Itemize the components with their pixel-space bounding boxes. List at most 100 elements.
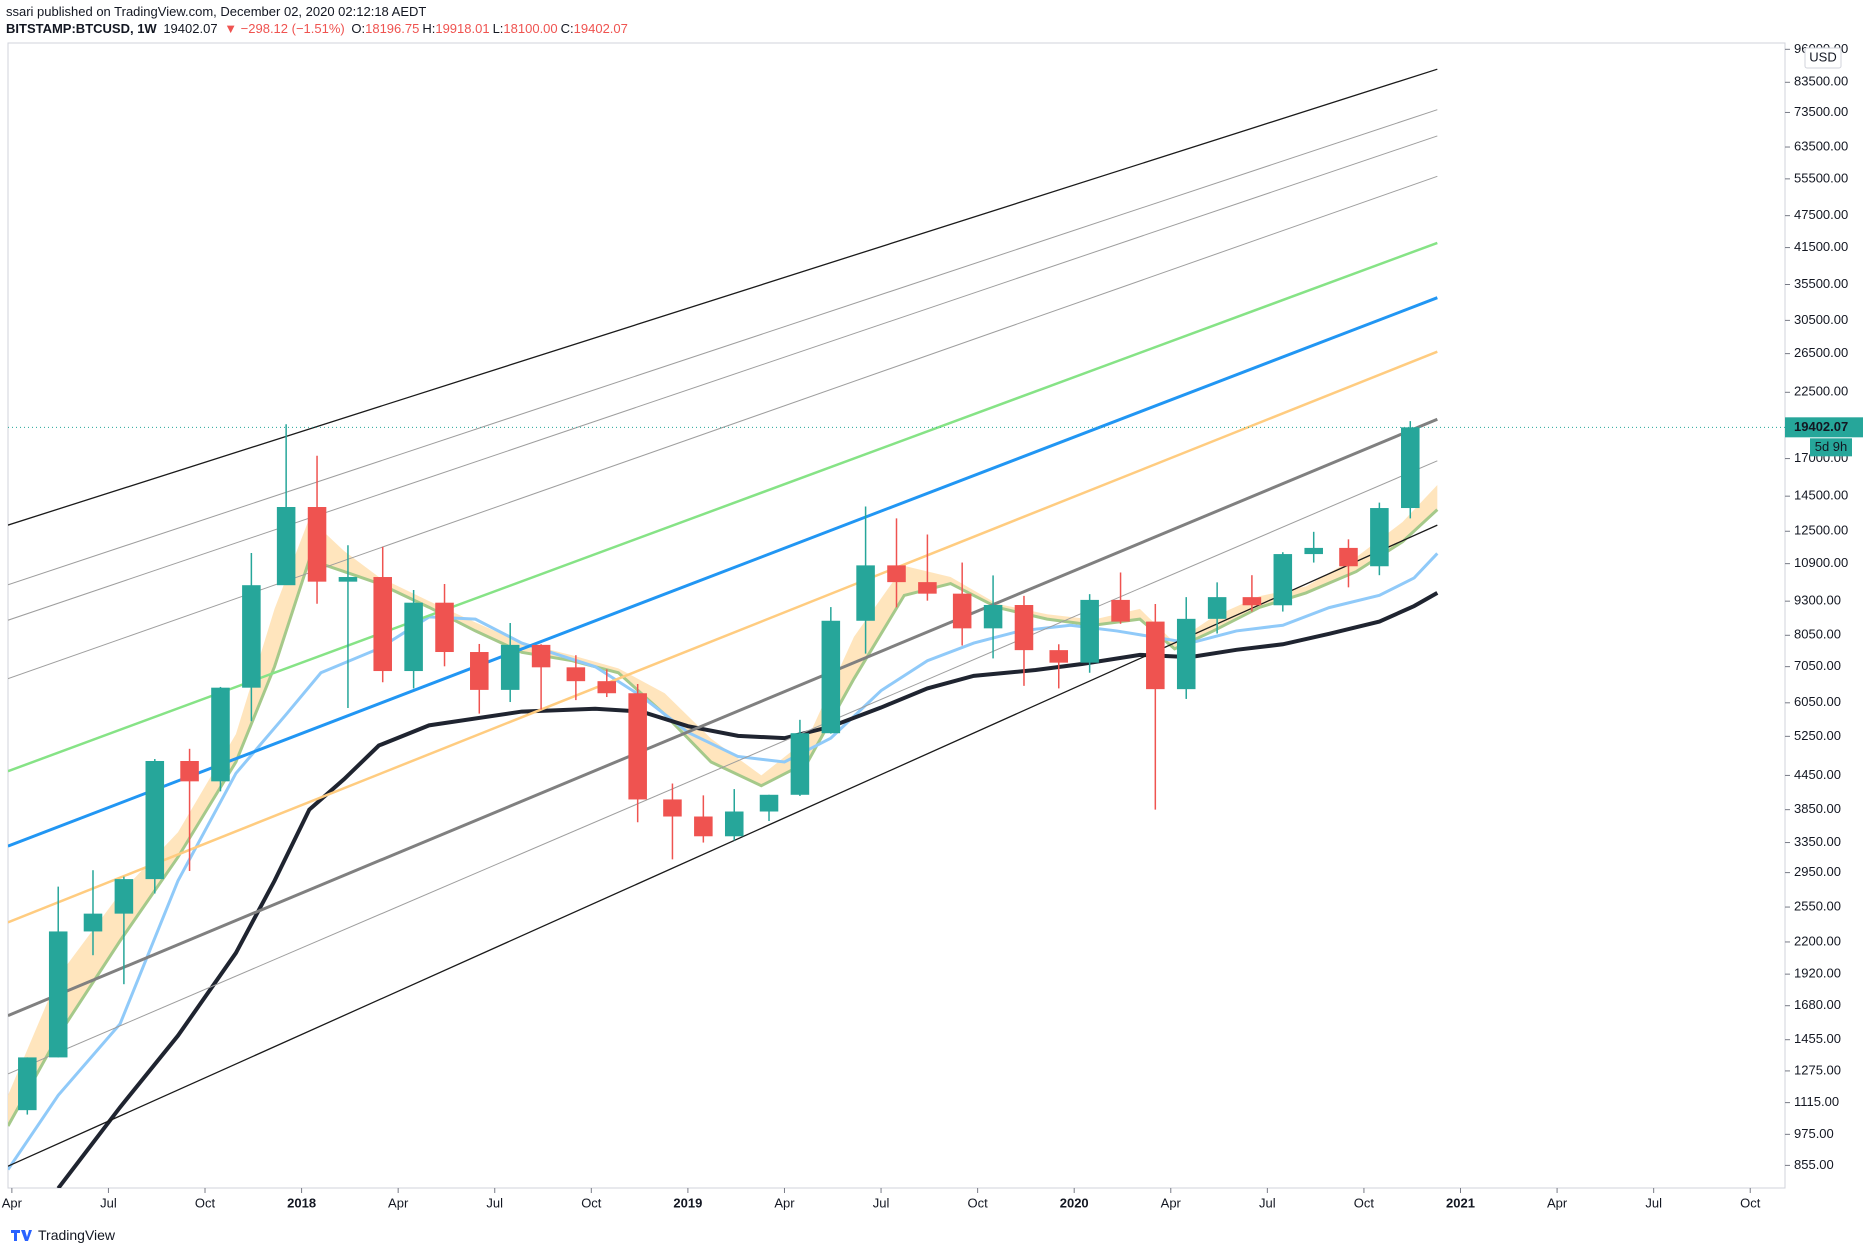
- y-tick-label: 35500.00: [1794, 276, 1848, 291]
- y-tick-label: 8050.00: [1794, 627, 1841, 642]
- candle-body: [1370, 508, 1389, 567]
- candle-body: [307, 507, 327, 582]
- footer: TradingView: [10, 1227, 115, 1243]
- candle-body: [470, 652, 489, 690]
- y-tick-label: 41500.00: [1794, 239, 1848, 254]
- x-tick-label: 2019: [673, 1195, 702, 1210]
- trend-line: [8, 68, 1438, 526]
- candle-body: [18, 1057, 37, 1111]
- candle-body: [663, 799, 682, 817]
- ohlc-label: L:: [492, 21, 504, 36]
- currency-box: [1804, 47, 1842, 69]
- candle-body: [821, 620, 841, 734]
- x-tick-label: Oct: [968, 1195, 989, 1210]
- y-tick-label: 30500.00: [1794, 312, 1848, 327]
- trend-line: [8, 460, 1438, 1075]
- y-tick-label: 2950.00: [1794, 864, 1841, 879]
- y-tick-label: 1115.00: [1794, 1094, 1839, 1109]
- y-tick-label: 1275.00: [1794, 1062, 1841, 1077]
- symbol-info: BITSTAMP:BTCUSD, 1W 19402.07 ▼ −298.12 (…: [6, 21, 634, 36]
- candle-body: [1111, 599, 1130, 622]
- candle-body: [1080, 599, 1099, 663]
- x-tick-label: Oct: [581, 1195, 602, 1210]
- candle-body: [435, 602, 454, 653]
- price-tag: 19402.07: [1794, 419, 1848, 434]
- y-tick-label: 855.00: [1794, 1157, 1834, 1172]
- plot-area: [8, 68, 1785, 1188]
- countdown-bg: [1810, 438, 1852, 457]
- y-tick-label: 14500.00: [1794, 488, 1848, 503]
- y-tick-label: 2550.00: [1794, 898, 1841, 913]
- brand: TradingView: [38, 1227, 116, 1243]
- x-tick-label: Apr: [2, 1195, 23, 1210]
- trend-line: [8, 109, 1438, 586]
- candle-body: [1014, 605, 1034, 651]
- x-tick-label: Jul: [873, 1195, 890, 1210]
- ohlc-label: C:: [560, 21, 574, 36]
- price-tag-bg: [1785, 417, 1863, 438]
- candle-body: [597, 681, 617, 694]
- candle-body: [242, 585, 261, 688]
- x-tick-label: Apr: [774, 1195, 795, 1210]
- candle-body: [790, 733, 810, 795]
- candle-body: [48, 931, 68, 1058]
- x-tick-label: Apr: [388, 1195, 409, 1210]
- candle-body: [724, 811, 744, 837]
- moving-average: [8, 552, 1439, 1171]
- x-tick-label: Oct: [195, 1195, 216, 1210]
- ohlc: O:18196.75 H:19918.01 L:18100.00 C:19402.07: [351, 21, 631, 36]
- trend-line: [8, 296, 1438, 848]
- x-tick-label: 2020: [1060, 1195, 1089, 1210]
- ohlc-value: 18196.75: [365, 21, 420, 36]
- candle-body: [276, 507, 296, 586]
- y-tick-label: 63500.00: [1794, 138, 1848, 153]
- candle-body: [500, 644, 520, 690]
- candle-body: [983, 605, 1003, 629]
- ema-line: [8, 508, 1439, 1127]
- currency: USD: [1809, 49, 1836, 64]
- y-tick-label: 83500.00: [1794, 74, 1848, 89]
- y-tick-label: 47500.00: [1794, 207, 1848, 222]
- y-tick-label: 73500.00: [1794, 104, 1848, 119]
- x-tick-label: 2018: [287, 1195, 316, 1210]
- candle-body: [1401, 427, 1420, 509]
- y-tick-label: 3850.00: [1794, 801, 1841, 816]
- candle-body: [180, 760, 199, 782]
- candle-body: [759, 794, 779, 812]
- candle-body: [566, 667, 586, 682]
- ema-band: [8, 485, 1438, 1126]
- candle-body: [338, 577, 358, 582]
- y-tick-label: 10900.00: [1794, 555, 1848, 570]
- x-tick-label: Oct: [1740, 1195, 1761, 1210]
- moving-average: [56, 591, 1439, 1188]
- y-tick-label: 3350.00: [1794, 834, 1841, 849]
- attribution: ssari published on TradingView.com, Dece…: [6, 4, 427, 19]
- candle-body: [531, 644, 551, 668]
- x-tick-label: Jul: [1645, 1195, 1662, 1210]
- candle-body: [1146, 621, 1165, 690]
- candle-body: [114, 879, 134, 914]
- candle-body: [856, 565, 875, 621]
- candle-body: [1339, 547, 1358, 567]
- y-tick-label: 6050.00: [1794, 694, 1841, 709]
- trend-line: [8, 417, 1438, 1018]
- last-price: 19402.07: [163, 21, 218, 36]
- candle-body: [1304, 547, 1323, 555]
- y-tick-label: 26500.00: [1794, 345, 1848, 360]
- axes: 96000.0083500.0073500.0063500.0055500.00…: [2, 41, 1863, 1210]
- ohlc-value: 19918.01: [435, 21, 490, 36]
- y-tick-label: 2200.00: [1794, 933, 1841, 948]
- y-tick-label: 55500.00: [1794, 170, 1848, 185]
- x-tick-label: Apr: [1547, 1195, 1568, 1210]
- plot-frame: [7, 42, 1786, 1189]
- brand-logo: [11, 1230, 32, 1241]
- trend-line: [8, 524, 1438, 1167]
- candle-body: [1273, 554, 1293, 606]
- candle-body: [694, 816, 713, 837]
- candle-body: [1207, 597, 1227, 619]
- y-tick-label: 1680.00: [1794, 997, 1841, 1012]
- trend-line: [8, 350, 1438, 924]
- x-tick-label: Oct: [1354, 1195, 1375, 1210]
- symbol: BITSTAMP:BTCUSD, 1W: [6, 21, 157, 36]
